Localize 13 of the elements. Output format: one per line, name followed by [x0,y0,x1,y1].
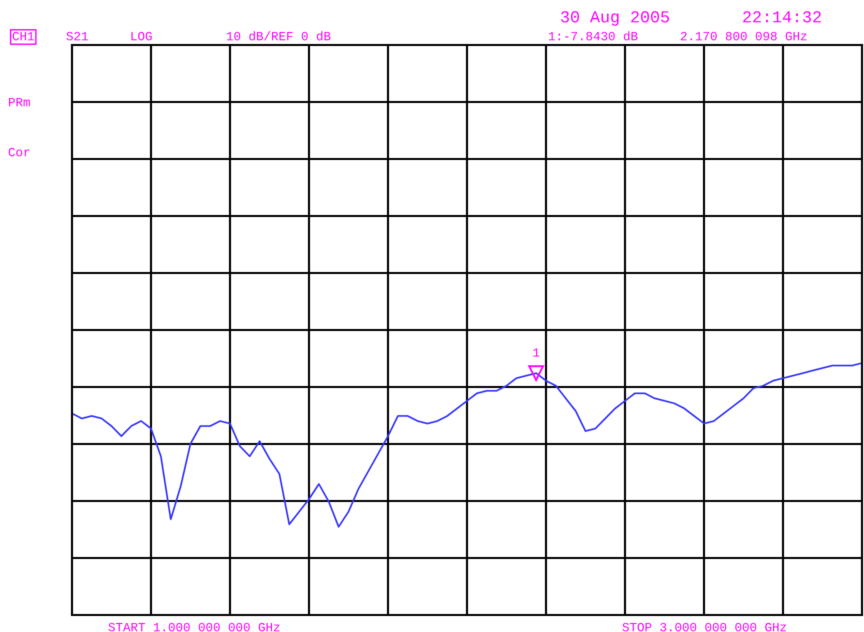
text: LOG [131,32,152,40]
text: 10 dB/REF 0 dB [226,31,331,40]
text: START 1.000 000 000 GHz [108,622,280,632]
text: S21 [66,32,88,40]
text: STOP 3.000 000 000 GHz [622,622,786,632]
text: PRm [8,98,30,106]
text: 30 Aug 2005 [561,11,669,26]
text: CH1 [12,32,34,40]
text: 1:-7.8430 dB [548,31,638,40]
annotation: 1 [533,348,540,357]
text: Cor [8,148,30,156]
text: 22:14:32 [743,11,821,22]
text: 2.170 800 098 GHz [680,32,807,40]
